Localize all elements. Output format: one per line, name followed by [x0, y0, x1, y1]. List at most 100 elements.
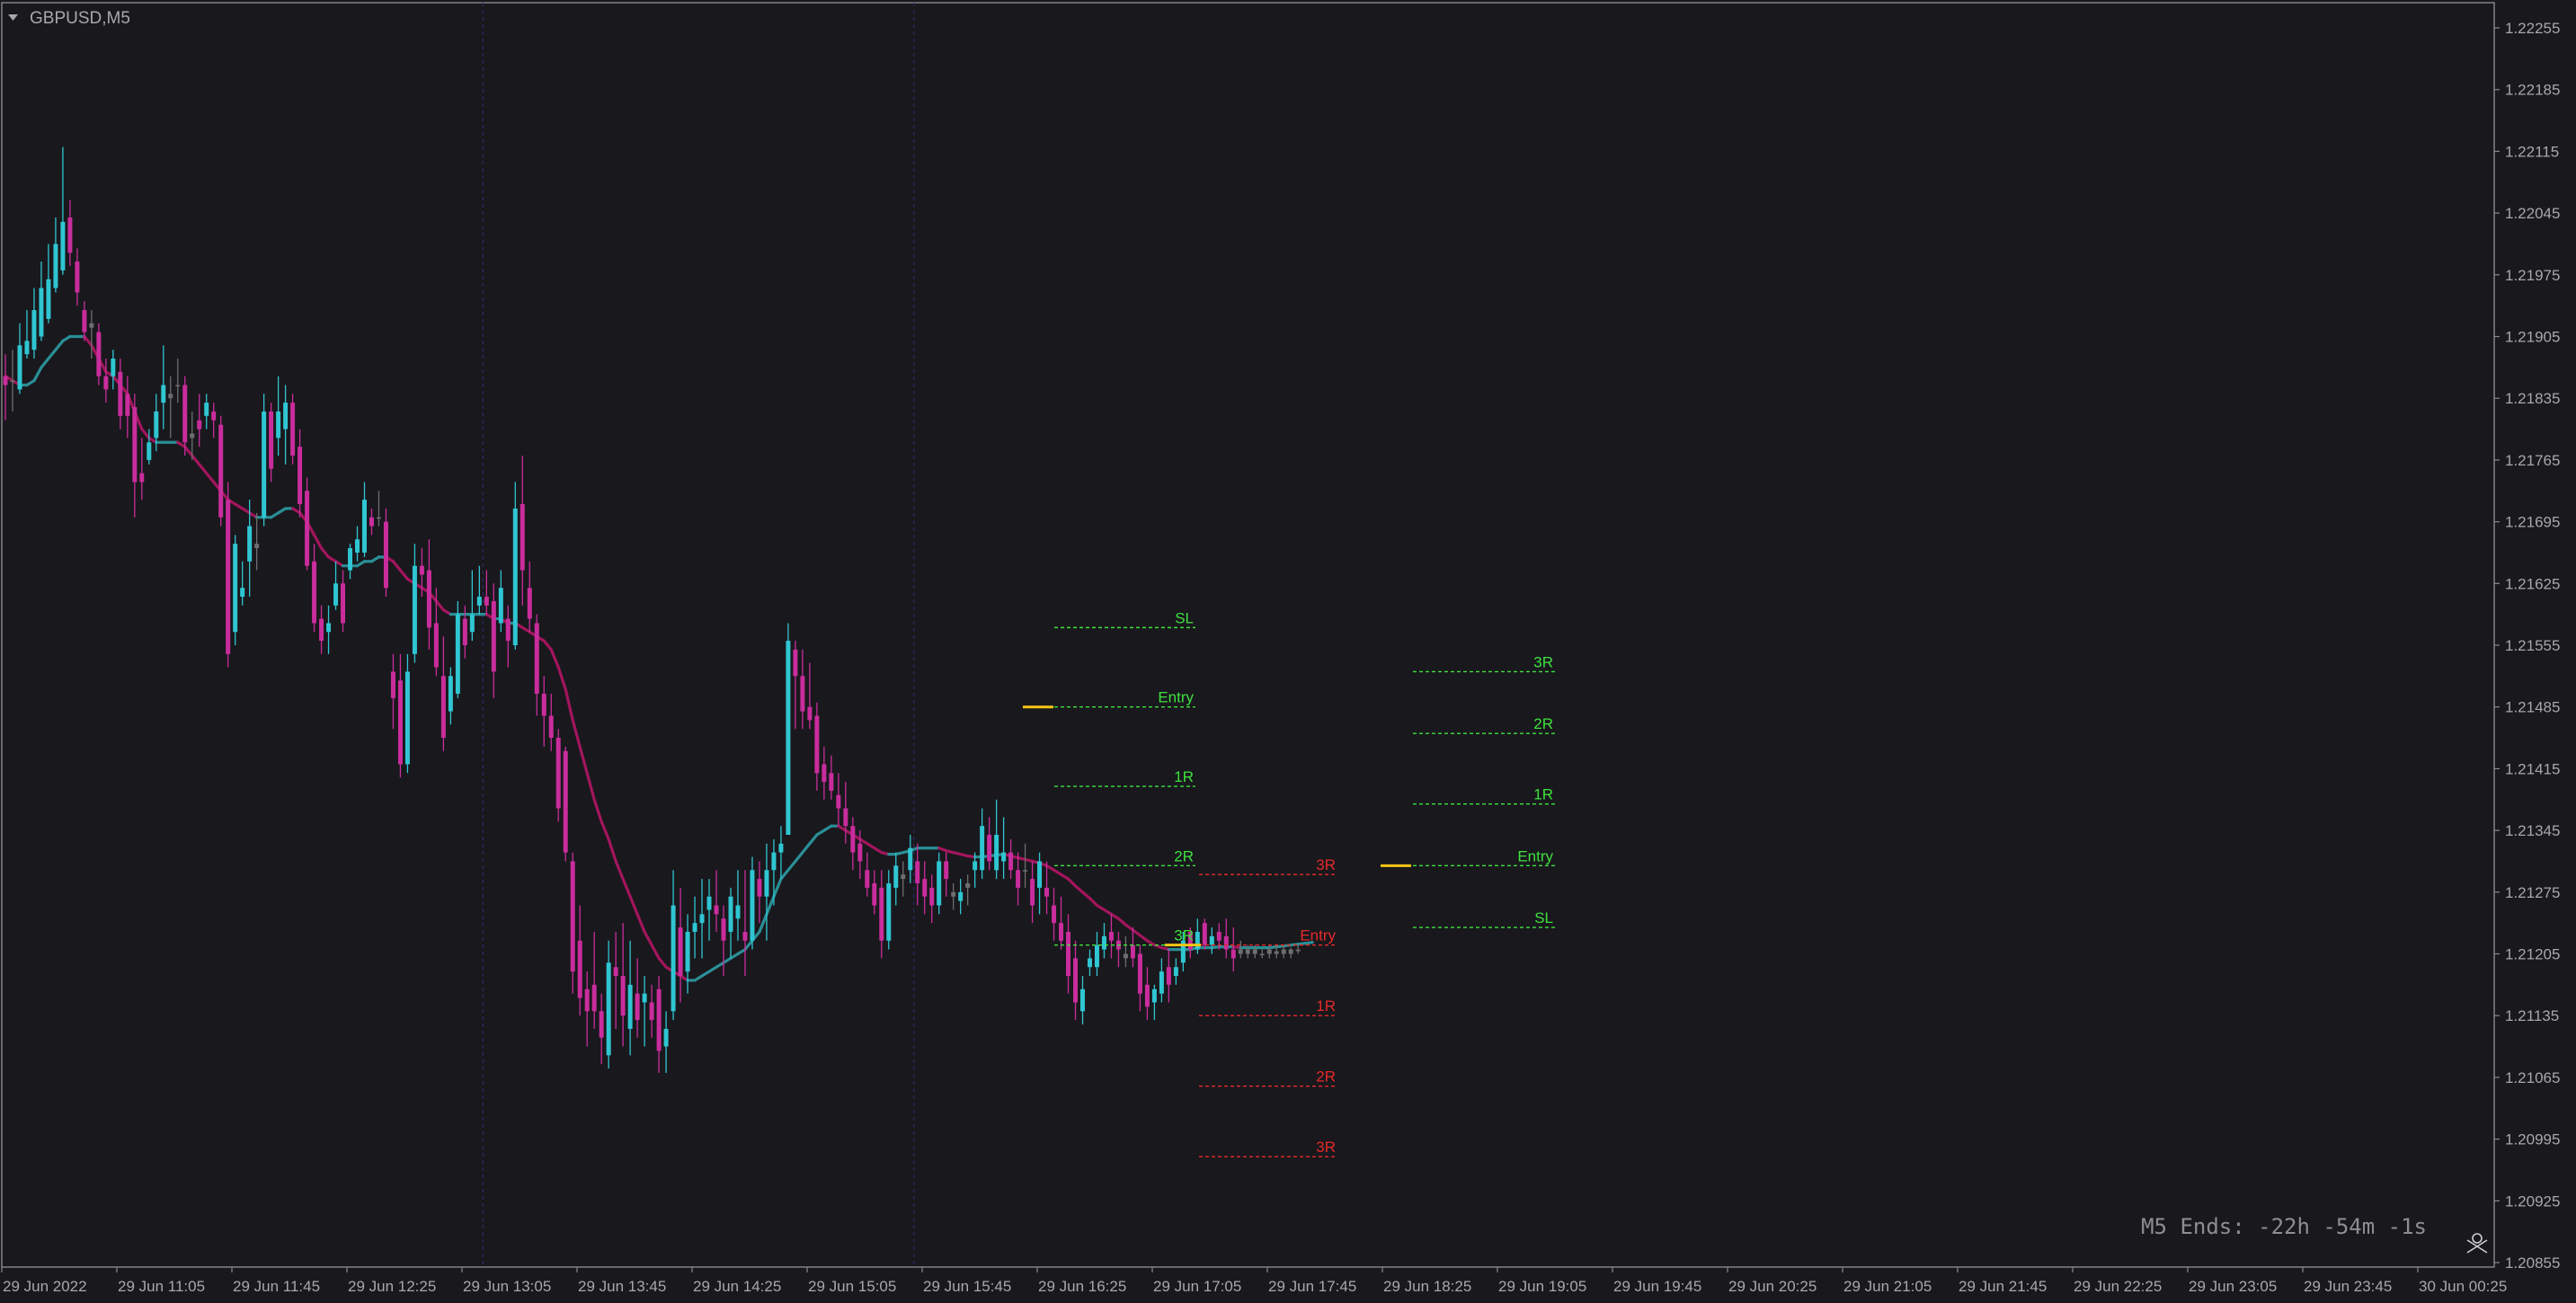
candle[interactable]	[606, 940, 611, 1069]
candle[interactable]	[455, 600, 460, 698]
candle[interactable]	[1080, 976, 1085, 1025]
candle[interactable]	[262, 394, 267, 527]
candle[interactable]	[1238, 940, 1243, 959]
candle[interactable]	[879, 870, 884, 959]
candle[interactable]	[685, 914, 690, 994]
candle[interactable]	[656, 976, 662, 1073]
candle[interactable]	[750, 856, 755, 950]
candle[interactable]	[125, 376, 130, 439]
candle[interactable]	[613, 931, 618, 1029]
candle[interactable]	[333, 561, 339, 610]
candle[interactable]	[649, 984, 654, 1038]
candle[interactable]	[305, 477, 310, 571]
candle[interactable]	[771, 838, 777, 906]
candle[interactable]	[1059, 896, 1064, 950]
candle[interactable]	[10, 350, 15, 412]
candle[interactable]	[591, 931, 597, 1029]
candle[interactable]	[1023, 843, 1028, 888]
candle[interactable]	[240, 561, 245, 606]
candle[interactable]	[958, 879, 964, 915]
candle[interactable]	[1173, 958, 1178, 985]
candle[interactable]	[419, 548, 424, 598]
candle[interactable]	[663, 1011, 669, 1073]
candle[interactable]	[1223, 918, 1229, 959]
candle[interactable]	[1202, 918, 1207, 950]
candle[interactable]	[577, 905, 582, 1016]
candle[interactable]	[1209, 927, 1214, 954]
candle[interactable]	[147, 429, 152, 465]
candle[interactable]	[1295, 944, 1301, 954]
candle[interactable]	[850, 817, 856, 871]
candle[interactable]	[721, 905, 726, 977]
candle[interactable]	[699, 879, 705, 959]
time-axis[interactable]: 29 Jun 2022 29 Jun 11:05 29 Jun 11:45 29 Ju…	[1, 1267, 2507, 1295]
candle[interactable]	[448, 667, 453, 725]
candle[interactable]	[1187, 927, 1193, 959]
candle[interactable]	[1016, 852, 1021, 906]
candle[interactable]	[1037, 852, 1043, 915]
candle[interactable]	[341, 570, 346, 633]
candle[interactable]	[786, 623, 791, 836]
candle[interactable]	[426, 539, 431, 650]
candle[interactable]	[226, 482, 231, 668]
candle[interactable]	[89, 310, 94, 359]
candle[interactable]	[1144, 967, 1150, 1021]
candle[interactable]	[168, 376, 173, 439]
triangle-down-icon[interactable]	[8, 14, 18, 21]
candle[interactable]	[541, 676, 546, 747]
candle[interactable]	[1101, 923, 1106, 959]
candle[interactable]	[362, 482, 367, 557]
candle[interactable]	[254, 512, 260, 571]
candle[interactable]	[60, 146, 66, 275]
candle[interactable]	[218, 415, 224, 527]
candle[interactable]	[548, 693, 554, 751]
candle[interactable]	[491, 583, 496, 698]
candle[interactable]	[1230, 927, 1236, 972]
candle[interactable]	[1123, 935, 1128, 968]
candle[interactable]	[397, 653, 403, 778]
price-axis[interactable]: 1.22255 1.22185 1.22115 1.22045 1.21975 1.219…	[2494, 20, 2560, 1272]
candle[interactable]	[865, 852, 870, 897]
candle[interactable]	[822, 746, 827, 800]
candle[interactable]	[326, 605, 332, 654]
candle[interactable]	[642, 976, 647, 1047]
candle[interactable]	[269, 403, 274, 483]
candle[interactable]	[836, 773, 841, 827]
candle[interactable]	[1166, 949, 1171, 1003]
candle[interactable]	[764, 843, 769, 941]
candle[interactable]	[728, 887, 733, 959]
trade-icon[interactable]	[2466, 1233, 2488, 1254]
candle[interactable]	[390, 653, 395, 730]
candle[interactable]	[987, 817, 992, 871]
candle[interactable]	[893, 852, 899, 906]
candle[interactable]	[929, 874, 935, 924]
candle[interactable]	[915, 843, 920, 906]
candle[interactable]	[1180, 931, 1186, 972]
candle[interactable]	[31, 288, 37, 359]
candle[interactable]	[319, 605, 324, 654]
candle[interactable]	[82, 301, 87, 341]
candle[interactable]	[1066, 914, 1071, 994]
candle[interactable]	[944, 852, 949, 897]
candle[interactable]	[671, 870, 676, 1021]
candle[interactable]	[829, 755, 834, 800]
candle[interactable]	[505, 605, 511, 668]
candle[interactable]	[570, 852, 575, 994]
candle[interactable]	[1252, 944, 1257, 959]
candle[interactable]	[283, 385, 289, 465]
candle[interactable]	[778, 826, 784, 880]
candle[interactable]	[433, 588, 439, 677]
candle[interactable]	[118, 359, 123, 430]
candle[interactable]	[312, 544, 317, 633]
candle[interactable]	[1151, 984, 1157, 1021]
candle[interactable]	[404, 653, 410, 774]
candle[interactable]	[3, 354, 8, 421]
candle[interactable]	[980, 808, 985, 880]
candle[interactable]	[951, 882, 956, 910]
candle[interactable]	[355, 526, 360, 562]
candle[interactable]	[1001, 817, 1007, 880]
candle[interactable]	[1130, 927, 1135, 968]
candle[interactable]	[197, 394, 202, 448]
candle[interactable]	[735, 870, 741, 941]
